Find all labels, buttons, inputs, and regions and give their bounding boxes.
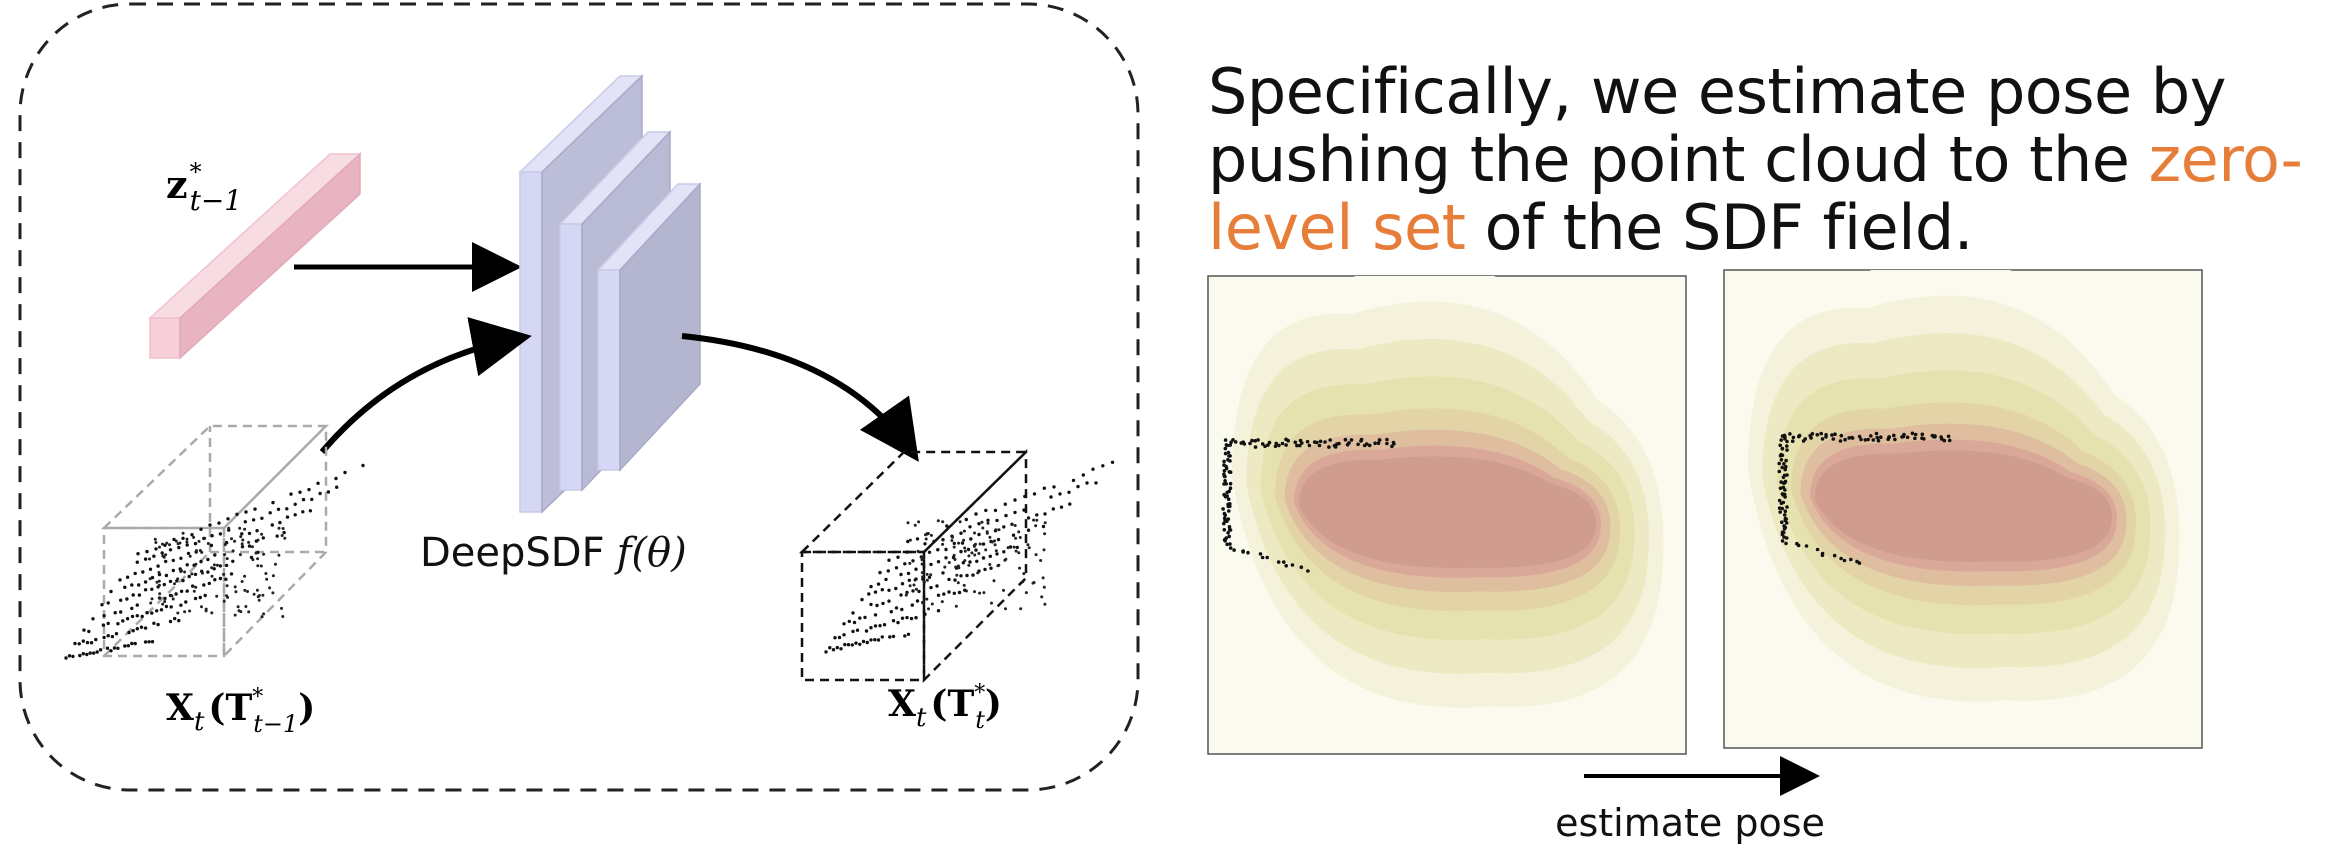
pipeline-boundary: [18, 2, 1140, 792]
latent-code-bar: [148, 152, 362, 360]
input-point-cloud: [64, 463, 365, 660]
output-label: Xt (T* t): [888, 681, 1002, 734]
network-label: DeepSDF f(θ): [420, 530, 687, 576]
sdf-field-before: [1207, 275, 1687, 755]
network-block-3: [596, 182, 702, 472]
estimate-pose-caption: estimate pose: [1555, 801, 1825, 845]
arrow-input-to-network: [319, 317, 532, 454]
output-point-cloud: [824, 460, 1115, 654]
sdf-field-after: [1723, 269, 2203, 749]
input-label: Xt (T* t−1): [166, 685, 315, 738]
output-bounding-box: [798, 449, 1030, 684]
arrow-network-to-output: [681, 333, 919, 462]
highlight-zero-level-set: zero-level set: [1208, 123, 2303, 264]
latent-label: z* t−1: [166, 158, 242, 217]
input-bounding-box: [100, 422, 330, 660]
headline-text: Specifically, we estimate pose by pushin…: [1208, 55, 2303, 264]
deepsdf-network: [518, 74, 702, 514]
